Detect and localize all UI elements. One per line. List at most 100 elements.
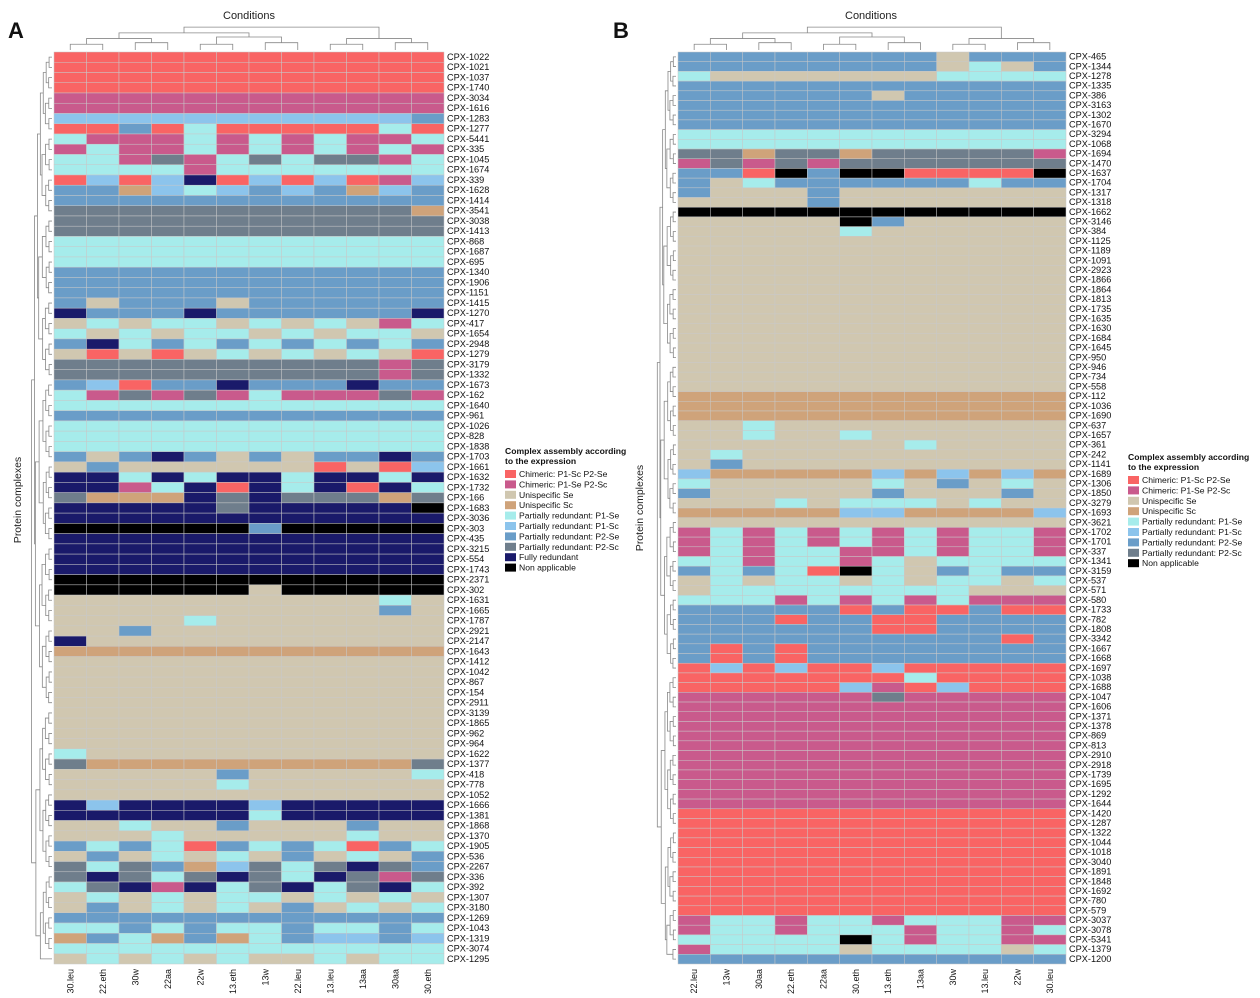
legend-label: Partially redundant: P2-Sc: [519, 542, 620, 552]
heatmap-cell: [346, 810, 380, 821]
heatmap-cell: [313, 215, 347, 227]
heatmap-cell: [118, 389, 152, 401]
heatmap-cell: [1001, 624, 1034, 635]
dendrogram-branch: [662, 129, 666, 286]
heatmap-cell: [53, 297, 87, 309]
legend-label: Partially redundant: P1-Sc: [1142, 527, 1243, 537]
heatmap-cell: [183, 62, 217, 73]
heatmap-cell: [313, 584, 347, 596]
heatmap-cell: [151, 789, 185, 801]
heatmap-cell: [53, 902, 87, 914]
heatmap-cell: [118, 215, 152, 227]
heatmap-cell: [936, 80, 970, 92]
heatmap-cell: [968, 371, 1002, 383]
heatmap-cell: [183, 164, 217, 176]
heatmap-cell: [871, 304, 905, 315]
heatmap-cell: [936, 575, 970, 586]
panel-b-letter: B: [613, 18, 629, 43]
heatmap-cell: [710, 711, 743, 722]
heatmap-cell: [774, 915, 808, 926]
heatmap-cell: [1001, 682, 1034, 693]
heatmap-cell: [774, 488, 808, 499]
row-label: CPX-1021: [447, 62, 489, 72]
heatmap-cell: [839, 362, 873, 373]
heatmap-cell: [86, 738, 120, 750]
dendrogram-branch: [672, 134, 676, 145]
row-label: CPX-2923: [1069, 265, 1111, 275]
dendrogram-branch: [672, 211, 676, 223]
heatmap-cell: [53, 892, 87, 903]
heatmap-cell: [871, 100, 905, 111]
heatmap-cell: [118, 451, 152, 463]
heatmap-cell: [53, 277, 87, 288]
heatmap-cell: [839, 954, 873, 965]
heatmap-cell: [118, 635, 152, 647]
heatmap-cell: [183, 574, 217, 586]
heatmap-cell: [378, 625, 412, 637]
heatmap-cell: [839, 498, 873, 509]
heatmap-cell: [53, 441, 87, 452]
heatmap-cell: [677, 769, 711, 780]
heatmap-cell: [936, 333, 970, 344]
heatmap-cell: [346, 871, 380, 883]
heatmap-cell: [53, 359, 87, 370]
heatmap-cell: [871, 633, 905, 645]
heatmap-cell: [216, 287, 250, 299]
dendrogram-branch: [672, 347, 676, 359]
heatmap-cell: [151, 922, 185, 934]
heatmap-cell: [1033, 313, 1067, 324]
heatmap-cell: [904, 915, 937, 926]
heatmap-cell: [346, 584, 380, 596]
heatmap-cell: [936, 158, 970, 169]
heatmap-cell: [118, 717, 152, 729]
row-label: CPX-1377: [447, 759, 489, 769]
heatmap-cell: [904, 468, 937, 480]
heatmap-cell: [774, 905, 808, 916]
heatmap-cell: [1001, 129, 1034, 140]
heatmap-cell: [378, 410, 412, 422]
heatmap-cell: [742, 498, 776, 509]
heatmap-cell: [677, 274, 711, 286]
heatmap-cell: [1001, 148, 1034, 159]
heatmap-cell: [216, 113, 250, 124]
heatmap-cell: [1033, 808, 1067, 819]
heatmap-cell: [248, 123, 282, 135]
heatmap-cell: [281, 789, 315, 801]
dendrogram-branch: [672, 677, 676, 688]
heatmap-cell: [248, 471, 282, 483]
heatmap-cell: [677, 915, 711, 926]
heatmap-cell: [378, 348, 412, 360]
heatmap-cell: [1001, 915, 1034, 926]
row-label: CPX-964: [447, 739, 484, 749]
heatmap-cell: [936, 226, 970, 237]
heatmap-cell: [1033, 304, 1067, 315]
heatmap-cell: [216, 953, 250, 965]
heatmap-cell: [904, 148, 937, 159]
heatmap-cell: [313, 338, 347, 350]
heatmap-cell: [774, 371, 808, 383]
heatmap-cell: [936, 682, 970, 693]
heatmap-cell: [86, 133, 120, 145]
heatmap-cell: [742, 352, 776, 363]
heatmap-cell: [968, 333, 1002, 344]
heatmap-cell: [904, 459, 937, 470]
row-label: CPX-1413: [447, 226, 489, 236]
heatmap-cell: [742, 391, 776, 402]
heatmap-cell: [118, 810, 152, 821]
legend-label: Non applicable: [1142, 558, 1199, 568]
heatmap-cell: [742, 119, 776, 130]
dendrogram-branch: [42, 400, 46, 442]
dendrogram-branch: [48, 896, 52, 909]
heatmap-cell: [774, 391, 808, 402]
heatmap-cell: [216, 728, 250, 739]
heatmap-cell: [248, 697, 282, 709]
heatmap-cell: [871, 827, 905, 839]
heatmap-cell: [281, 646, 315, 657]
heatmap-cell: [742, 468, 776, 480]
heatmap-cell: [183, 881, 217, 893]
heatmap-cell: [968, 857, 1002, 868]
heatmap-cell: [313, 441, 347, 452]
heatmap-cell: [710, 954, 743, 965]
heatmap-cell: [216, 769, 250, 780]
heatmap-cell: [183, 830, 217, 842]
